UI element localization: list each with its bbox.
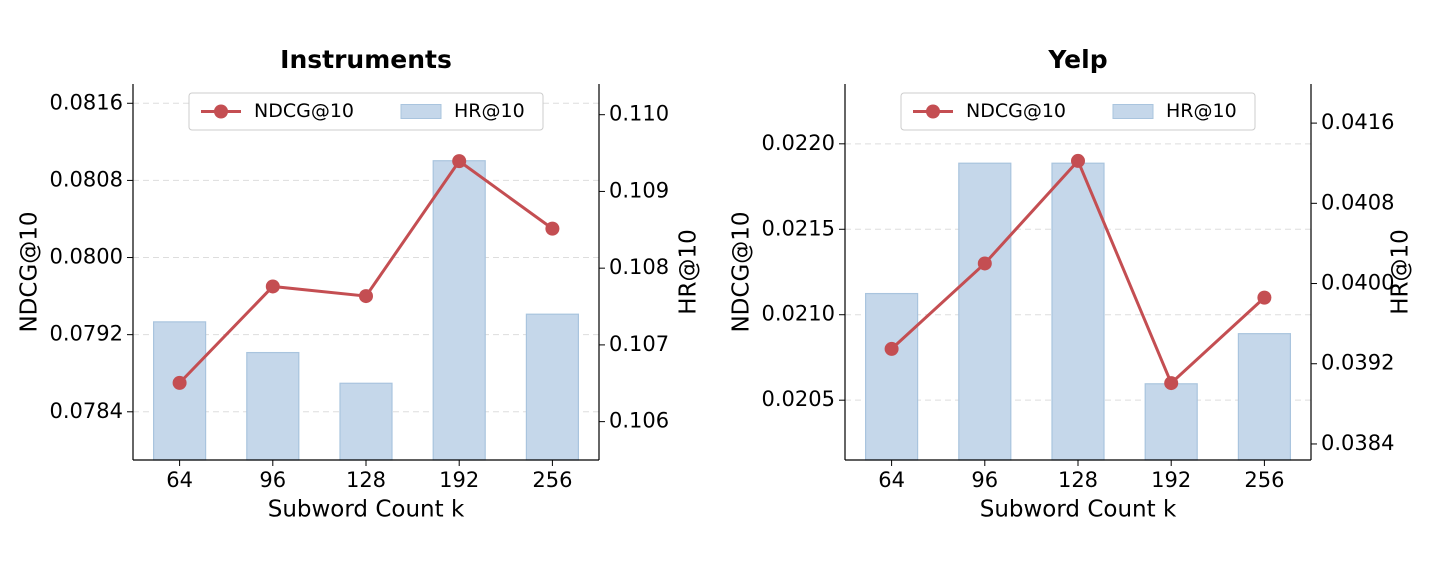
legend-label: HR@10 [454,100,525,122]
y2-tick-label: 0.0416 [1321,110,1394,134]
bar [525,313,580,461]
x-axis-label: Subword Count k [980,497,1177,523]
bar [153,321,207,461]
legend-label: NDCG@10 [966,100,1066,122]
legend-swatch [400,104,442,119]
marker [452,154,467,169]
y2-tick-label: 0.0392 [1321,351,1394,375]
y2-tick-label: 0.109 [609,178,669,202]
marker [1257,290,1272,305]
marker [1071,153,1085,168]
y-tick-label: 0.0210 [762,302,835,326]
x-tick-label: 64 [878,468,905,492]
x-tick-label: 256 [532,468,572,492]
bar [864,292,919,461]
y-tick-label: 0.0800 [50,245,123,269]
bar [1144,383,1198,461]
y-tick-label: 0.0220 [762,131,835,155]
chart: Yelp 0.0205 0.0210 0.0215 0.0220 0.0384 0.0392… [729,45,1414,523]
marker [1164,376,1179,391]
legend-swatch [1112,104,1154,119]
bar [339,382,393,461]
legend-label: HR@10 [1166,100,1237,122]
line [178,159,554,384]
y2-axis-label: HR@10 [676,229,702,315]
x-tick-label: 96 [259,468,286,492]
x-tick-label: 128 [346,468,386,492]
y2-tick-label: 0.0384 [1321,431,1394,455]
bar [246,351,300,461]
marker [884,341,899,356]
marker [265,279,280,294]
y-axis-label: NDCG@10 [729,211,755,332]
y-axis-label: NDCG@10 [17,211,43,332]
chart: Instruments 0.0784 0.0792 0.0800 0.0808 0.081… [17,45,702,523]
bar [1237,333,1292,461]
marker [172,375,187,390]
y-tick-label: 0.0808 [50,167,123,191]
bar [432,160,486,461]
legend: NDCG@10 HR@10 [900,92,1256,131]
y2-axis-label: HR@10 [1388,229,1414,315]
bar [958,162,1012,461]
y-tick-label: 0.0215 [762,216,835,240]
x-tick-label: 128 [1058,468,1098,492]
marker [977,256,992,271]
x-tick-label: 192 [1151,468,1191,492]
legend-box [188,92,544,131]
x-tick-label: 96 [971,468,998,492]
y-tick-label: 0.0784 [50,399,123,423]
marker [545,221,560,236]
y2-tick-label: 0.106 [609,409,669,433]
x-axis-label: Subword Count k [268,497,465,523]
y2-tick-label: 0.0400 [1321,271,1394,295]
legend: NDCG@10 HR@10 [188,92,544,131]
y2-tick-label: 0.108 [609,255,669,279]
x-tick-label: 64 [166,468,193,492]
x-tick-label: 256 [1244,468,1284,492]
y2-tick-label: 0.107 [609,332,669,356]
marker [359,289,373,304]
y-tick-label: 0.0205 [762,387,835,411]
y-tick-label: 0.0816 [50,90,123,114]
x-tick-label: 192 [439,468,479,492]
y2-tick-label: 0.110 [609,102,669,126]
legend-label: NDCG@10 [254,100,354,122]
legend-swatch [926,104,940,119]
legend-swatch [214,104,228,119]
y2-tick-label: 0.0408 [1321,190,1394,214]
legend-box [900,92,1256,131]
chart-title: Instruments [280,45,452,74]
chart-title: Yelp [1047,45,1107,74]
y-tick-label: 0.0792 [50,322,123,346]
